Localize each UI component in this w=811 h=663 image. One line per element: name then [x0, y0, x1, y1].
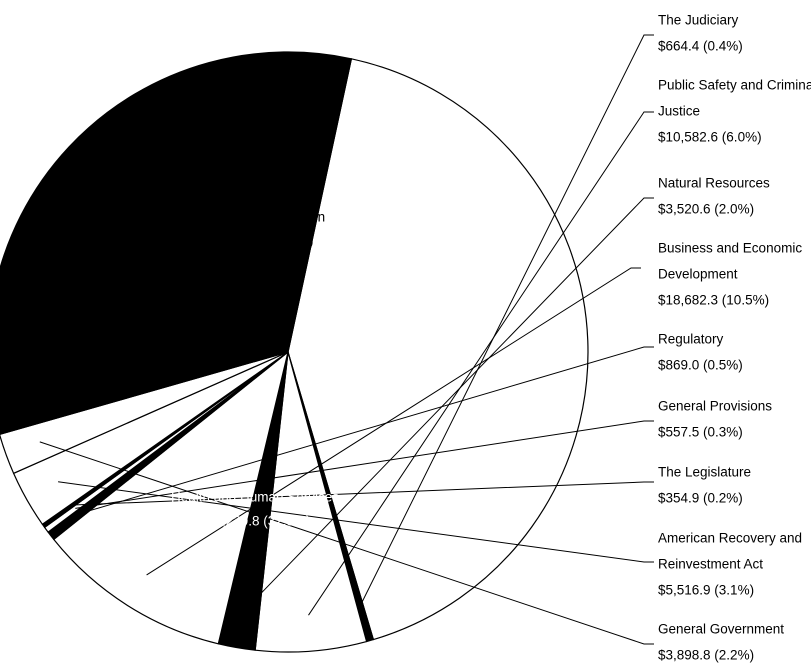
leader-line-regulatory	[79, 346, 654, 515]
leader-line-american-recovery-and-reinvestment-act	[58, 481, 654, 563]
slice-label-natural-resources: Natural Resources $3,520.6 (2.0%)	[658, 176, 770, 217]
slice-value: $557.5 (0.3%)	[658, 425, 743, 440]
slice-name-line: Reinvestment Act	[658, 557, 763, 572]
slice-name-line: Natural Resources	[658, 176, 770, 191]
slice-value: $58,229.8 (32.8%)	[199, 514, 310, 529]
slice-label-public-safety-and-criminal-justice: Public Safety and Criminal Justice $10,582…	[658, 78, 811, 145]
slice-name-line: Public Safety and Criminal	[658, 78, 811, 93]
slices-layer	[0, 51, 589, 653]
leader-line-general-provisions	[75, 420, 654, 509]
slice-label-the-judiciary: The Judiciary $664.4 (0.4%)	[658, 13, 743, 54]
pie-slice-agencies-of-education	[287, 58, 589, 641]
slice-label-regulatory: Regulatory $869.0 (0.5%)	[658, 332, 743, 373]
labels-layer: Agencies of Education $74,554.1 (42.0%) Th…	[171, 13, 811, 663]
slice-label-the-legislature: The Legislature $354.9 (0.2%)	[658, 465, 751, 506]
slice-value: $354.9 (0.2%)	[658, 491, 743, 506]
slice-name-line: General Government	[658, 622, 784, 637]
slice-label-general-government: General Government $3,898.8 (2.2%)	[658, 622, 784, 663]
slice-label-health-and-human-services: Health and Human Services $58,229.8 (32.8…	[171, 490, 339, 529]
slice-name-line: General Provisions	[658, 399, 772, 414]
leader-line-public-safety-and-criminal-justice	[308, 111, 654, 616]
slice-name: Agencies of Education	[191, 210, 325, 225]
slice-value: $3,898.8 (2.2%)	[658, 648, 754, 663]
leader-line-general-government	[39, 441, 654, 645]
leader-line-the-judiciary	[359, 34, 654, 607]
leader-line-natural-resources	[242, 197, 654, 613]
slice-label-agencies-of-education: Agencies of Education $74,554.1 (42.0%)	[191, 210, 325, 249]
slice-value: $664.4 (0.4%)	[658, 39, 743, 54]
slice-name: Health and Human Services	[171, 490, 339, 505]
pie-slice-health-and-human-services	[0, 51, 352, 435]
slice-name-line: Business and Economic	[658, 241, 802, 256]
pie-slice-general-government	[0, 351, 289, 474]
slice-name-line: Regulatory	[658, 332, 724, 347]
slice-label-business-and-economic-development: Business and Economic Development $18,682.…	[658, 241, 802, 308]
slice-name-line: Justice	[658, 104, 700, 119]
slice-name-line: The Judiciary	[658, 13, 739, 28]
slice-name-line: The Legislature	[658, 465, 751, 480]
slice-value: $3,520.6 (2.0%)	[658, 202, 754, 217]
leader-line-the-legislature	[72, 481, 654, 506]
slice-value: $18,682.3 (10.5%)	[658, 293, 769, 308]
slice-value: $10,582.6 (6.0%)	[658, 130, 762, 145]
slice-label-american-recovery-and-reinvestment-act: American Recovery and Reinvestment Act $5,…	[658, 531, 802, 598]
pie-slice-business-and-economic-development	[53, 351, 289, 645]
slice-label-general-provisions: General Provisions $557.5 (0.3%)	[658, 399, 772, 440]
slice-value: $869.0 (0.5%)	[658, 358, 743, 373]
leader-lines-layer	[39, 34, 654, 645]
slice-value: $5,516.9 (3.1%)	[658, 583, 754, 598]
slice-name-line: American Recovery and	[658, 531, 802, 546]
slice-name-line: Development	[658, 267, 738, 282]
slice-value: $74,554.1 (42.0%)	[202, 234, 313, 249]
